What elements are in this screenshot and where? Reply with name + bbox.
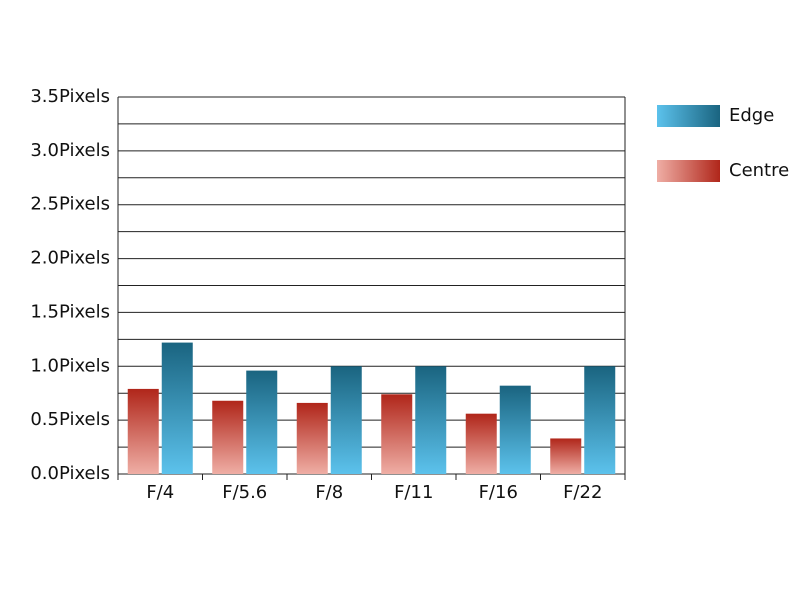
bar [381, 394, 413, 474]
x-tick-label: F/16 [479, 482, 518, 503]
y-tick-label: 0.0Pixels [30, 463, 110, 484]
x-tick-label: F/8 [315, 482, 343, 503]
y-tick-label: 1.5Pixels [30, 301, 110, 322]
bar [465, 413, 497, 474]
y-tick-label: 3.0Pixels [30, 140, 110, 161]
bar [330, 366, 362, 474]
bar [584, 366, 616, 474]
y-tick-label: 0.5Pixels [30, 409, 110, 430]
x-tick-label: F/4 [146, 482, 174, 503]
bar [499, 385, 531, 474]
legend-label: Centre [729, 160, 789, 181]
y-tick-label: 1.0Pixels [30, 355, 110, 376]
legend-swatch [657, 160, 720, 182]
legend-swatch [657, 105, 720, 127]
bar [415, 366, 447, 474]
bar [296, 402, 328, 474]
y-tick-label: 2.0Pixels [30, 248, 110, 269]
bar [127, 388, 159, 474]
y-tick-label: 3.5Pixels [30, 86, 110, 107]
bar [161, 342, 193, 474]
bar [212, 400, 244, 474]
bar [246, 370, 278, 474]
bar [550, 438, 582, 474]
x-tick-label: F/5.6 [222, 482, 267, 503]
legend-label: Edge [729, 105, 774, 126]
x-tick-label: F/22 [563, 482, 602, 503]
x-tick-label: F/11 [394, 482, 433, 503]
y-tick-label: 2.5Pixels [30, 194, 110, 215]
